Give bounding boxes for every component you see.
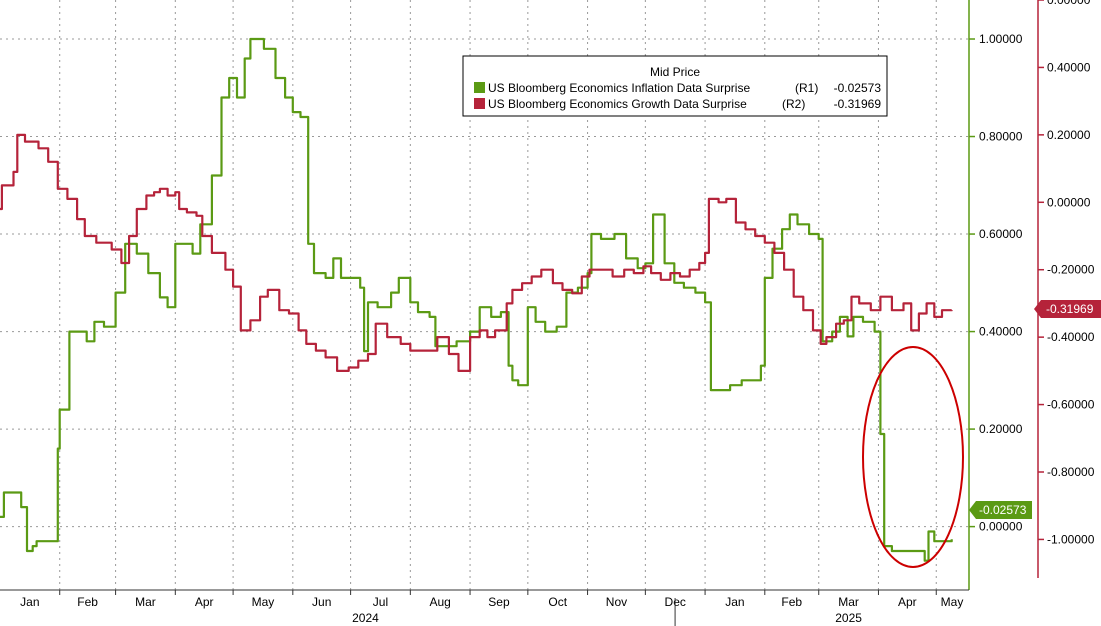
r1-tick-label: 0.60000 xyxy=(979,227,1023,241)
legend-swatch-growth xyxy=(474,98,485,109)
x-month-label: Aug xyxy=(430,595,451,609)
x-month-label: Nov xyxy=(606,595,627,609)
x-month-label: Sep xyxy=(488,595,510,609)
r1-tick-label: 0.00000 xyxy=(979,520,1023,534)
x-month-label: Jan xyxy=(725,595,744,609)
r2-tick-label: -0.80000 xyxy=(1047,465,1095,479)
legend-label-inflation: US Bloomberg Economics Inflation Data Su… xyxy=(488,81,750,95)
series-line-inflation xyxy=(0,37,953,562)
legend-label-growth: US Bloomberg Economics Growth Data Surpr… xyxy=(488,97,747,111)
x-month-label: Jan xyxy=(20,595,39,609)
legend-value-growth: -0.31969 xyxy=(834,97,882,111)
r2-tick-label: 0.00000 xyxy=(1047,0,1091,7)
series-lines xyxy=(0,37,953,562)
x-month-label: Jun xyxy=(312,595,331,609)
x-month-label: May xyxy=(941,595,964,609)
x-year-label-2025: 2025 xyxy=(835,611,862,625)
legend-title: Mid Price xyxy=(650,65,700,79)
x-month-label: Oct xyxy=(548,595,567,609)
r2-tick-label: 0.20000 xyxy=(1047,128,1091,142)
legend-swatch-inflation xyxy=(474,82,485,93)
badge-growth-value: -0.31969 xyxy=(1046,302,1094,316)
x-month-label: Mar xyxy=(838,595,859,609)
last-value-badge-growth: -0.31969 xyxy=(1034,300,1101,318)
badge-inflation-value: -0.02573 xyxy=(979,503,1027,517)
r2-tick-label: -1.00000 xyxy=(1047,532,1095,546)
legend-axis-inflation: (R1) xyxy=(795,81,818,95)
last-value-badge-inflation: -0.02573 xyxy=(969,501,1032,519)
r2-tick-label: -0.60000 xyxy=(1047,398,1095,412)
r2-tick-label: -0.20000 xyxy=(1047,263,1095,277)
r1-tick-label: 0.20000 xyxy=(979,422,1023,436)
r1-tick-label: 0.80000 xyxy=(979,130,1023,144)
x-month-label: Mar xyxy=(135,595,156,609)
r2-tick-label: -0.40000 xyxy=(1047,330,1095,344)
x-month-label: Feb xyxy=(77,595,98,609)
legend: Mid Price US Bloomberg Economics Inflati… xyxy=(462,55,888,117)
r1-tick-label: 0.40000 xyxy=(979,325,1023,339)
r2-tick-label: 0.00000 xyxy=(1047,195,1091,209)
x-month-label: Apr xyxy=(195,595,214,609)
x-month-label: May xyxy=(252,595,275,609)
x-month-label: Feb xyxy=(781,595,802,609)
legend-value-inflation: -0.02573 xyxy=(834,81,882,95)
legend-box xyxy=(462,55,888,117)
x-month-label: Apr xyxy=(898,595,917,609)
r1-tick-label: 1.00000 xyxy=(979,32,1023,46)
badge-inflation-shape xyxy=(969,501,1032,519)
legend-axis-growth: (R2) xyxy=(782,97,805,111)
series-line-growth xyxy=(0,133,953,372)
r2-tick-label: 0.40000 xyxy=(1047,60,1091,74)
x-year-label-2024: 2024 xyxy=(352,611,379,625)
badge-growth-shape xyxy=(1034,300,1101,318)
x-month-label: Jul xyxy=(373,595,388,609)
highlight-ellipse xyxy=(862,346,964,568)
